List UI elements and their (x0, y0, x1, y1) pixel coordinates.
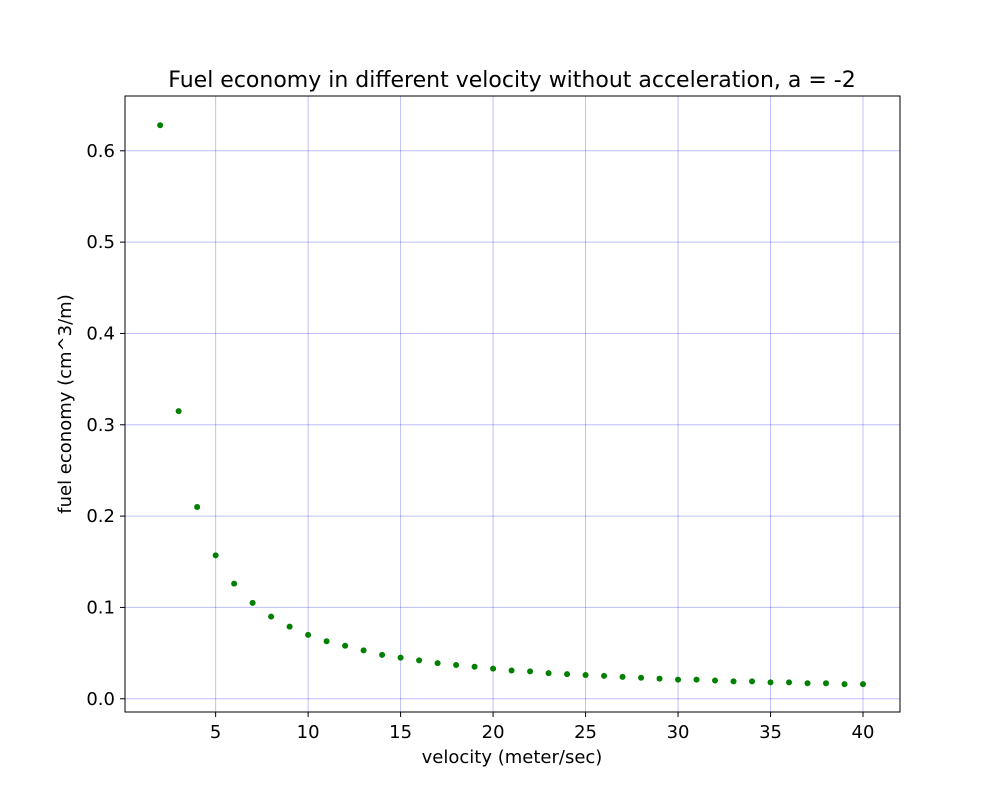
data-point (360, 647, 367, 654)
data-point (693, 676, 700, 683)
data-point (453, 661, 460, 668)
data-points (157, 122, 867, 688)
axis-ticks: 5 10 15 20 25 30 35 40 0.0 0.1 0.2 0.3 0.4 0.5 0.6 (86, 141, 874, 743)
y-tick-label: 0.5 (86, 232, 115, 253)
x-tick-label: 20 (482, 722, 505, 743)
data-point (601, 672, 608, 679)
y-tick-label: 0.4 (86, 323, 115, 344)
y-axis-label: fuel economy (cm^3/m) (55, 294, 76, 513)
data-point (434, 660, 441, 667)
data-point (619, 673, 626, 680)
plot-area-frame (124, 95, 901, 713)
data-point (249, 599, 256, 606)
data-point (397, 654, 404, 661)
data-point (508, 667, 515, 674)
y-tick-label: 0.1 (86, 597, 115, 618)
data-point (767, 679, 774, 686)
data-point (564, 671, 571, 678)
data-point (527, 668, 534, 675)
x-tick-label: 40 (852, 722, 875, 743)
data-point (416, 657, 423, 664)
data-point (823, 680, 830, 687)
data-point (323, 638, 330, 645)
data-point (305, 631, 312, 638)
x-tick-label: 5 (210, 722, 221, 743)
chart-title: Fuel economy in different velocity witho… (168, 68, 855, 93)
data-point (379, 651, 386, 658)
data-point (342, 642, 349, 649)
data-point (656, 675, 663, 682)
data-point (286, 623, 293, 630)
data-point (638, 674, 645, 681)
data-point (490, 665, 497, 672)
data-point (471, 663, 478, 670)
data-point (786, 679, 793, 686)
data-point (231, 580, 238, 587)
data-point (194, 503, 201, 510)
x-tick-label: 30 (667, 722, 690, 743)
y-tick-label: 0.3 (86, 415, 115, 436)
data-point (212, 552, 219, 559)
y-tick-label: 0.6 (86, 141, 115, 162)
data-point (268, 613, 275, 620)
data-point (157, 122, 164, 129)
data-point (675, 676, 682, 683)
data-point (175, 408, 182, 415)
data-point (730, 678, 737, 685)
x-tick-label: 15 (389, 722, 412, 743)
x-tick-label: 25 (574, 722, 597, 743)
x-axis-label: velocity (meter/sec) (422, 747, 603, 768)
data-point (841, 681, 848, 688)
grid-lines (125, 96, 900, 712)
data-point (749, 678, 756, 685)
y-tick-label: 0.2 (86, 506, 115, 527)
data-point (804, 680, 811, 687)
x-tick-label: 10 (297, 722, 320, 743)
data-point (582, 672, 589, 679)
y-tick-label: 0.0 (86, 689, 115, 710)
data-point (860, 681, 867, 688)
data-point (712, 677, 719, 684)
data-point (545, 670, 552, 677)
x-tick-label: 35 (759, 722, 782, 743)
